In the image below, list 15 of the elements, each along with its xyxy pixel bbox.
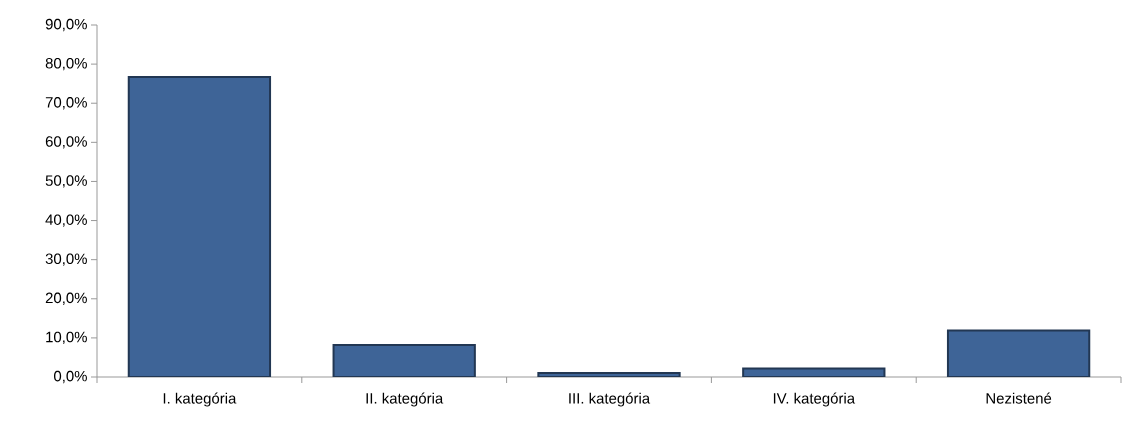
x-tick-label: III. kategória (569, 392, 651, 407)
y-tick-label: 90,0% (45, 18, 87, 32)
y-tick-label: 50,0% (45, 175, 87, 188)
y-tick-label: 80,0% (45, 57, 87, 71)
y-tick-label: 60,0% (45, 136, 87, 149)
y-tick-label: 0,0% (54, 370, 87, 384)
y-tick-label: 70,0% (45, 97, 87, 110)
x-tick-label: II. kategória (366, 392, 444, 407)
y-tick-label: 40,0% (45, 214, 87, 227)
y-tick-label: 30,0% (45, 253, 87, 266)
y-tick-label: 20,0% (45, 292, 87, 305)
x-tick-label: I. kategória (163, 392, 237, 407)
x-tick-label: Nezistené (986, 392, 1052, 404)
y-tick-label: 10,0% (46, 331, 87, 345)
x-tick-label: IV. kategória (773, 392, 856, 407)
